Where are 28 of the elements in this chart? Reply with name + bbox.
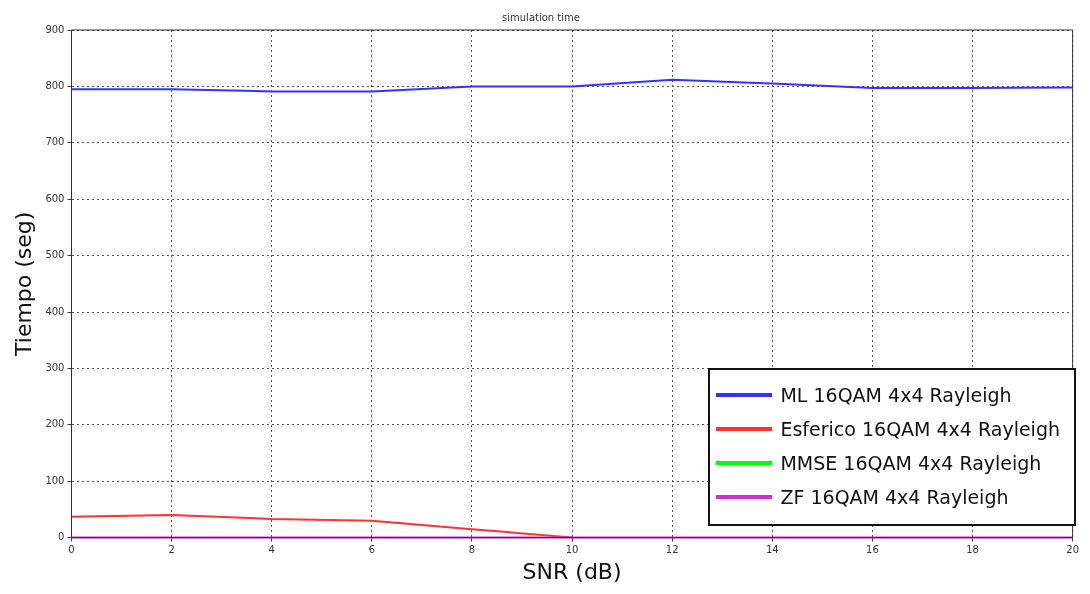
x-tick-label: 12 (665, 544, 679, 556)
legend-label: Esferico 16QAM 4x4 Rayleigh (780, 417, 1060, 442)
y-tick-label: 500 (45, 249, 65, 261)
x-tick-label: 0 (68, 544, 75, 556)
y-tick-label: 400 (45, 305, 65, 317)
y-tick-label: 800 (45, 79, 65, 91)
y-tick-label: 700 (45, 136, 65, 148)
x-tick-label: 2 (168, 544, 175, 556)
y-tick-label: 900 (45, 23, 65, 35)
legend-label: ML 16QAM 4x4 Rayleigh (780, 383, 1012, 408)
y-axis-title: Tiempo (seg) (10, 211, 36, 357)
y-tick-label: 300 (45, 361, 65, 373)
y-tick-label: 600 (45, 192, 65, 204)
legend-label: MMSE 16QAM 4x4 Rayleigh (780, 451, 1042, 476)
x-axis-title: SNR (dB) (522, 558, 622, 584)
x-tick-label: 8 (468, 544, 476, 556)
x-tick-label: 14 (765, 544, 779, 556)
x-tick-label: 16 (866, 544, 879, 556)
x-tick-label: 18 (966, 544, 979, 556)
x-tick-label: 10 (565, 544, 579, 556)
y-tick-label: 0 (58, 531, 65, 543)
legend-label: ZF 16QAM 4x4 Rayleigh (780, 485, 1009, 510)
x-tick-label: 6 (368, 544, 376, 556)
y-tick-label: 100 (45, 474, 65, 486)
x-tick-label: 4 (268, 544, 275, 556)
x-tick-label: 20 (1066, 544, 1079, 556)
chart-title: simulation time (502, 11, 580, 23)
y-tick-label: 200 (45, 418, 65, 430)
